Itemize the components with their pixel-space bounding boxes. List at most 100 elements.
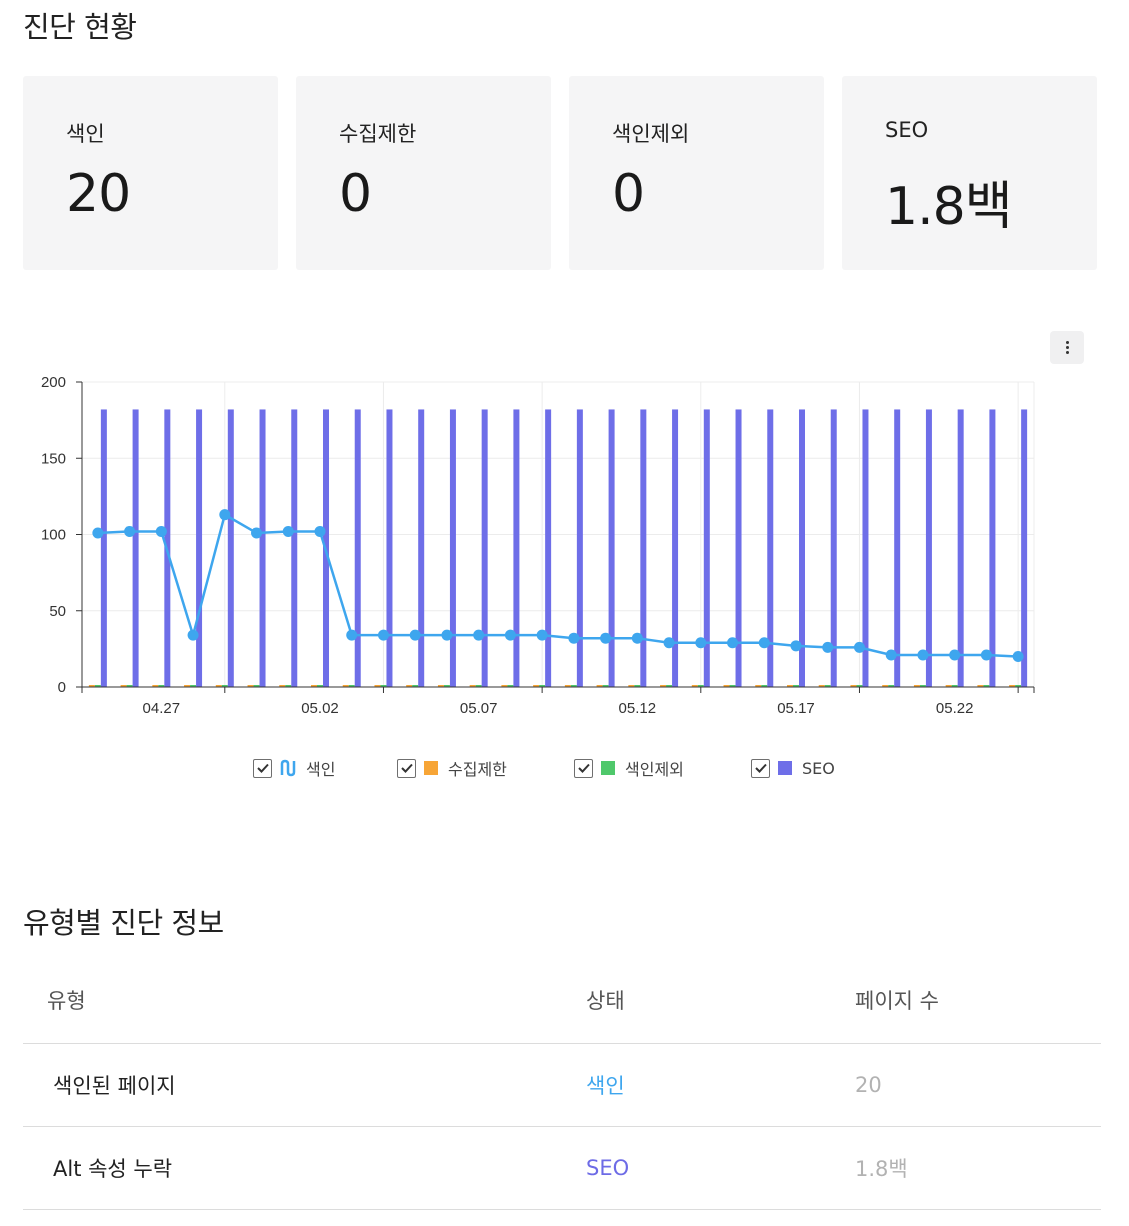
bar-2	[94, 685, 101, 687]
bar-3	[386, 409, 393, 687]
legend-label: 색인제외	[625, 760, 684, 779]
bar-3	[767, 409, 774, 687]
card-value: 1.8백	[885, 177, 1013, 237]
bar-3	[449, 409, 456, 687]
line-point	[377, 629, 389, 641]
line-point	[853, 641, 865, 653]
legend-checkbox[interactable]	[751, 758, 770, 778]
bar-2	[983, 685, 990, 687]
line-point	[885, 649, 897, 661]
series-line	[97, 512, 1019, 658]
bar-1	[215, 685, 222, 687]
bar-1	[374, 685, 381, 687]
bar-3	[799, 409, 805, 687]
bar-2	[190, 685, 197, 687]
bar-2	[761, 685, 768, 687]
bar-1	[723, 685, 730, 687]
diagnosis-info-table: 유형 상태 페이지 수 색인된 페이지 색인 20 Alt 속성 누락 SEO …	[23, 958, 1101, 1210]
line-point	[917, 649, 929, 661]
bar-2	[158, 685, 165, 687]
bar-2	[793, 685, 799, 687]
bar-1	[1009, 685, 1016, 687]
legend-swatch	[424, 761, 438, 775]
bar-1	[691, 685, 698, 687]
bar-3	[291, 409, 298, 687]
bar-2	[570, 685, 577, 687]
bar-1	[311, 685, 317, 687]
line-point	[282, 525, 294, 537]
legend-checkbox[interactable]	[397, 758, 416, 778]
bar-1	[628, 685, 635, 687]
bar-2	[697, 685, 704, 687]
x-tick-label: 05.12	[619, 700, 657, 717]
cell-pages: 20	[855, 1043, 1101, 1127]
chart-menu-button[interactable]	[1050, 331, 1084, 364]
bar-2	[666, 685, 673, 687]
legend-item-restricted[interactable]: 수집제한	[397, 756, 507, 780]
legend-item-seo[interactable]: SEO	[751, 756, 835, 780]
bar-3	[132, 409, 139, 687]
bar-1	[342, 685, 349, 687]
card-value: 20	[66, 164, 131, 224]
legend-checkbox[interactable]	[253, 758, 272, 778]
x-tick-label: 05.07	[460, 700, 498, 717]
legend-item-excluded[interactable]: 색인제외	[574, 756, 684, 780]
bar-3	[545, 409, 552, 687]
bar-3	[735, 409, 742, 687]
card-index: 색인 20	[23, 76, 278, 270]
line-point	[219, 509, 231, 521]
line-point	[790, 640, 802, 652]
bar-2	[380, 685, 387, 687]
card-seo: SEO 1.8백	[842, 76, 1097, 270]
bar-2	[1015, 685, 1022, 687]
line-point	[600, 632, 612, 644]
line-point	[314, 525, 326, 537]
line-point	[631, 632, 643, 644]
header-type: 유형	[23, 958, 586, 1044]
bar-2	[348, 685, 355, 687]
table-row[interactable]: 색인된 페이지 색인 20	[23, 1043, 1101, 1127]
line-point	[980, 649, 992, 661]
more-vertical-icon	[1065, 341, 1069, 344]
y-tick-label: 50	[49, 603, 66, 620]
bar-1	[501, 685, 508, 687]
table-row[interactable]: Alt 속성 누락 SEO 1.8백	[23, 1126, 1101, 1210]
line-point	[251, 527, 263, 539]
bar-1	[564, 685, 571, 687]
bar-1	[755, 685, 762, 687]
card-value: 0	[612, 164, 645, 224]
bar-2	[285, 685, 292, 687]
bar-1	[279, 685, 286, 687]
bar-2	[856, 685, 863, 687]
legend-label: SEO	[802, 758, 835, 778]
y-tick-label: 200	[41, 374, 66, 391]
bar-2	[412, 685, 419, 687]
bar-3	[100, 409, 107, 687]
line-point	[949, 649, 961, 661]
bar-3	[703, 409, 710, 687]
line-point	[727, 637, 739, 649]
more-vertical-icon-dot	[1065, 351, 1069, 354]
line-point	[441, 629, 453, 641]
x-tick-label: 05.17	[777, 700, 815, 717]
line-point	[822, 641, 834, 653]
legend-item-index[interactable]: 색인	[253, 756, 335, 780]
legend-label: 색인	[306, 760, 336, 779]
bar-1	[977, 685, 984, 687]
legend-checkbox[interactable]	[574, 758, 593, 778]
bar-2	[253, 685, 260, 687]
bar-2	[507, 685, 514, 687]
bar-1	[913, 685, 920, 687]
bar-1	[88, 685, 95, 687]
cell-status[interactable]: SEO	[586, 1126, 855, 1210]
bar-1	[120, 685, 127, 687]
check-icon	[400, 763, 413, 773]
legend-label: 수집제한	[448, 760, 507, 779]
bar-2	[634, 685, 641, 687]
cell-status[interactable]: 색인	[586, 1043, 855, 1127]
line-point	[92, 527, 104, 539]
bar-3	[989, 409, 996, 687]
line-point	[346, 629, 358, 641]
line-point	[504, 629, 516, 641]
bar-3	[481, 409, 488, 687]
